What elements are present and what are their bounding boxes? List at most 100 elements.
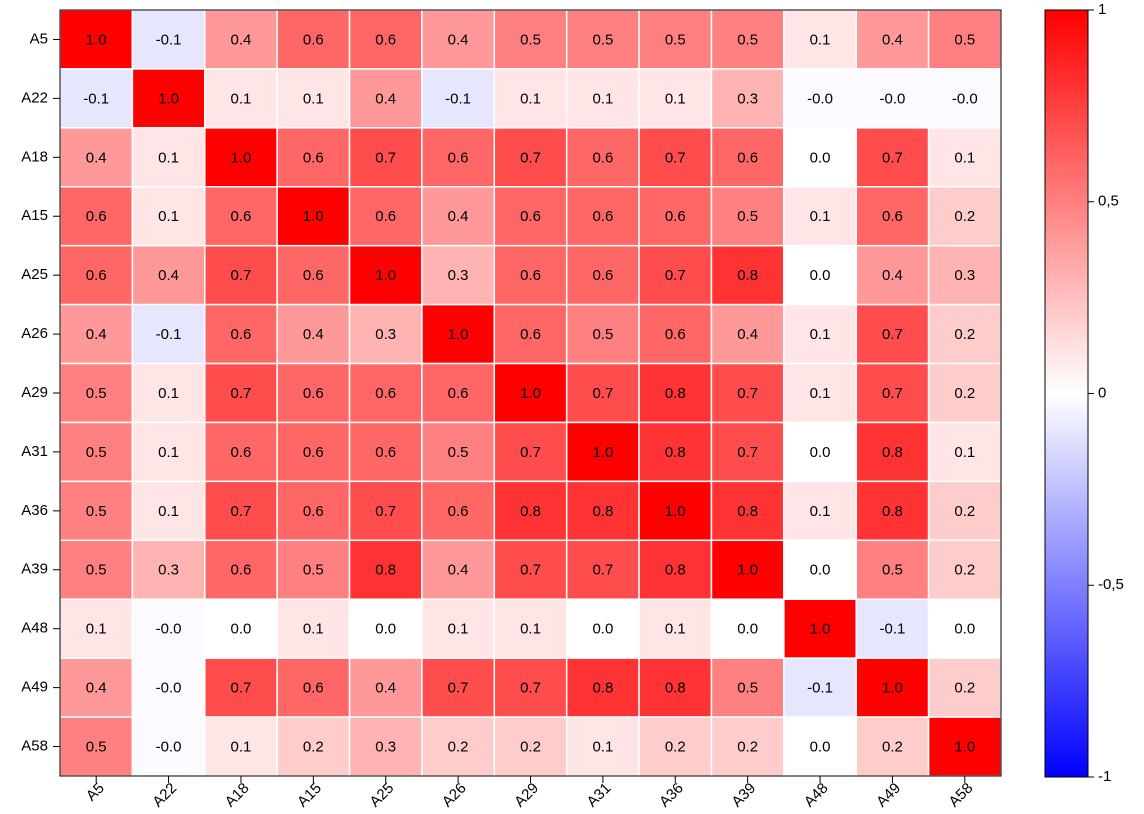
cell-label: 0.4: [882, 267, 903, 284]
cell-label: 0.6: [303, 444, 324, 461]
cell-label: 0.1: [592, 90, 613, 107]
heatmap-cell: [59, 716, 134, 777]
heatmap-cell: [493, 362, 568, 424]
cell-label: 0.6: [303, 149, 324, 166]
heatmap-cell: [131, 657, 206, 718]
cell-label: 0.7: [375, 149, 396, 166]
cell-label: 0.6: [231, 326, 252, 343]
cell-label: 1.0: [520, 385, 541, 402]
cell-label: -0.1: [83, 90, 109, 107]
cell-label: 0.2: [303, 739, 324, 756]
heatmap-cell: [421, 421, 496, 483]
heatmap-cell: [710, 539, 785, 600]
cell-label: 0.3: [375, 739, 396, 756]
cell-label: 0.4: [448, 562, 469, 579]
cell-label: 0.2: [520, 739, 541, 756]
heatmap-cell: [638, 539, 713, 600]
cell-label: -0.1: [156, 326, 182, 343]
cell-label: 0.1: [158, 149, 179, 166]
heatmap-cell: [421, 716, 496, 777]
cell-label: 0.4: [375, 680, 396, 697]
heatmap-cell: [855, 9, 930, 70]
heatmap-cell: [204, 186, 278, 247]
heatmap-cell: [565, 480, 640, 542]
cell-label: 0.7: [231, 385, 252, 402]
heatmap-cell: [276, 657, 351, 718]
cell-label: 1.0: [375, 267, 396, 284]
x-tick-label: A26: [439, 780, 470, 811]
cell-label: 0.7: [737, 385, 758, 402]
cell-label: 1.0: [737, 562, 758, 579]
cell-label: 0.0: [810, 444, 831, 461]
y-tick-label: A5: [30, 30, 48, 47]
x-tick-label: A18: [222, 780, 253, 811]
cell-label: 0.6: [303, 385, 324, 402]
y-tick-label: A49: [21, 679, 48, 696]
heatmap-cell: [638, 480, 713, 542]
cell-label: 0.1: [158, 503, 179, 520]
cell-label: 0.5: [737, 31, 758, 48]
heatmap-cell: [348, 127, 423, 188]
heatmap-cell: [131, 598, 206, 659]
heatmap-cell: [783, 480, 857, 542]
cell-label: 0.6: [86, 208, 107, 225]
heatmap-cell: [204, 303, 278, 365]
colorbar: [1044, 9, 1089, 778]
cell-label: 0.6: [665, 326, 686, 343]
heatmap-cell: [276, 421, 351, 483]
cell-label: 0.4: [448, 31, 469, 48]
cell-label: -0.1: [156, 31, 182, 48]
cell-label: -0.0: [952, 90, 978, 107]
cell-label: 0.6: [592, 149, 613, 166]
y-tick-label: A25: [21, 266, 48, 283]
heatmap-cell: [421, 480, 496, 542]
heatmap-cell: [348, 68, 423, 129]
heatmap-cell: [927, 303, 1002, 365]
cell-label: 0.3: [375, 326, 396, 343]
cell-label: 0.1: [810, 326, 831, 343]
heatmap-cell: [855, 657, 930, 718]
cell-label: 0.5: [520, 31, 541, 48]
heatmap-cell: [493, 68, 568, 129]
cell-label: 0.1: [520, 90, 541, 107]
cell-label: 0.3: [158, 562, 179, 579]
x-tick-label: A5: [83, 780, 108, 805]
heatmap-cell: [131, 539, 206, 600]
cell-label: 0.8: [592, 680, 613, 697]
colorbar-tick-label: 1: [1098, 1, 1106, 18]
heatmap-cell: [421, 657, 496, 718]
heatmap-cell: [565, 598, 640, 659]
heatmap-cell: [638, 68, 713, 129]
cell-label: 0.6: [592, 267, 613, 284]
cell-label: -0.1: [445, 90, 471, 107]
cell-label: 0.0: [737, 621, 758, 638]
cell-label: 0.1: [520, 621, 541, 638]
heatmap-cell: [927, 362, 1002, 424]
heatmap-cell: [348, 598, 423, 659]
cell-label: 0.5: [303, 562, 324, 579]
heatmap-cell: [204, 362, 278, 424]
cell-label: 0.5: [86, 503, 107, 520]
cell-label: 0.6: [375, 31, 396, 48]
x-tick-label: A39: [728, 780, 759, 811]
cell-label: 0.1: [231, 90, 252, 107]
heatmap-cell: [59, 186, 134, 247]
heatmap-cell: [855, 480, 930, 542]
x-tick-label: A49: [873, 780, 904, 811]
heatmap-cell: [348, 362, 423, 424]
cell-label: 0.6: [737, 149, 758, 166]
heatmap-cell: [783, 303, 857, 365]
heatmap-cell: [276, 68, 351, 129]
heatmap-cell: [565, 186, 640, 247]
cell-label: 0.6: [231, 562, 252, 579]
cell-label: 1.0: [231, 149, 252, 166]
heatmap-cell: [855, 598, 930, 659]
heatmap-cell: [710, 716, 785, 777]
cell-label: 0.4: [882, 31, 903, 48]
x-tick-label: A48: [801, 780, 832, 811]
heatmap-cell: [783, 127, 857, 188]
cell-label: 0.7: [520, 562, 541, 579]
heatmap-cell: [783, 186, 857, 247]
y-tick-label: A26: [21, 325, 48, 342]
